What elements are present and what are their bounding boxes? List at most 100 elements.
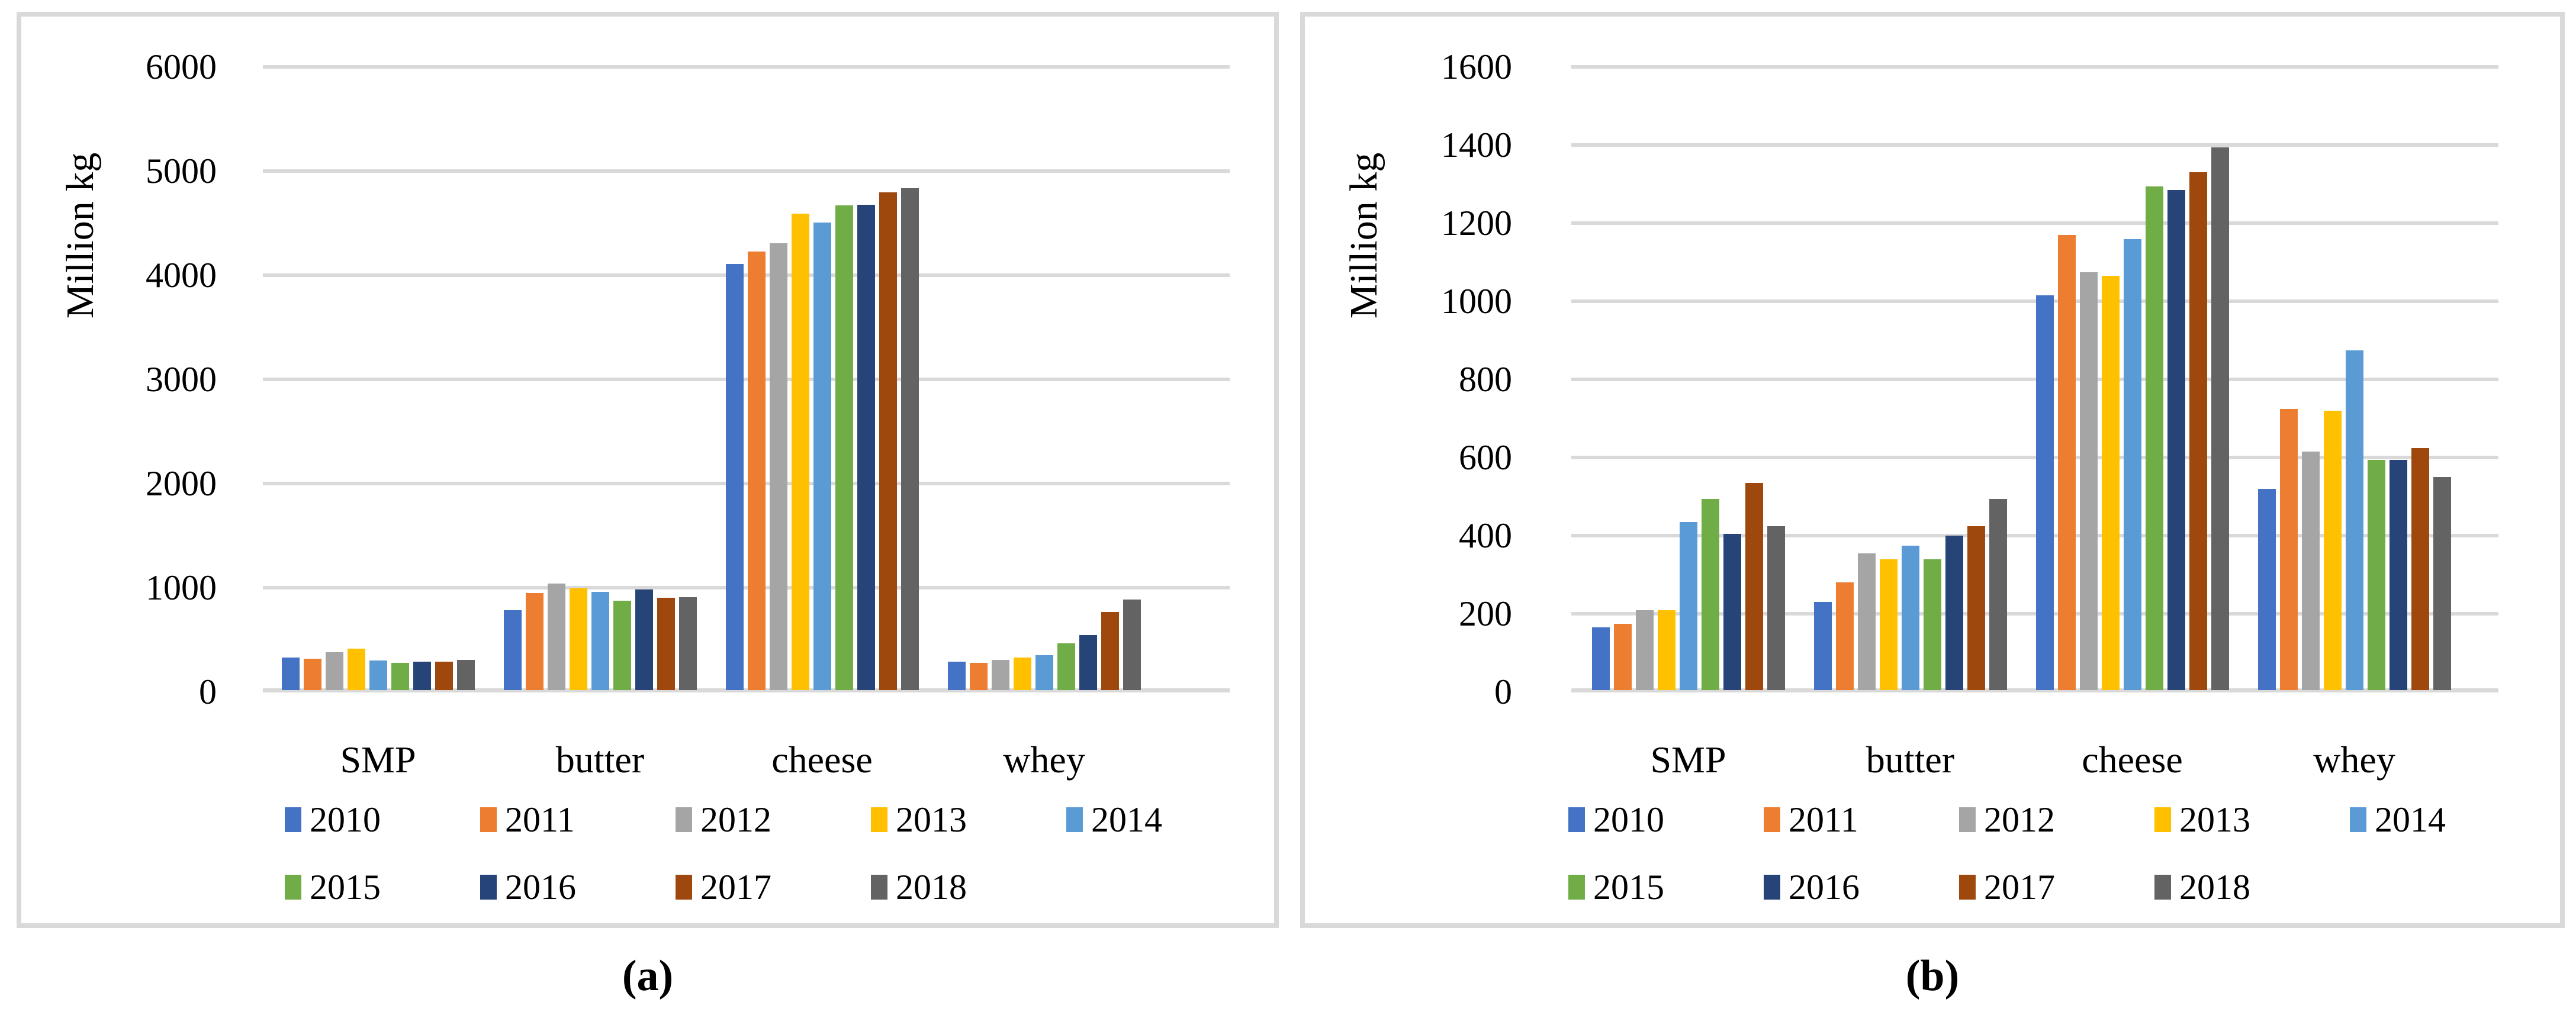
legend-item-2016: 2016 [480, 866, 576, 908]
chart-panel-b: Million kg 1600 1400 1200 1000 800 600 400 200 0… [1300, 12, 2565, 928]
legend-swatch-2017 [676, 875, 692, 900]
caption-b: (b) [1905, 952, 1960, 1000]
legend-label-2010: 2010 [1593, 800, 1664, 839]
legend-swatch-2011 [480, 807, 497, 832]
bar-group-cheese [711, 188, 933, 690]
gridline [1571, 143, 2498, 147]
y-tick-0: 0 [199, 672, 217, 711]
bar-cheese-2012 [2079, 272, 2098, 690]
x-axis-label-SMP: SMP [1650, 739, 1726, 781]
gridline [1571, 534, 2498, 537]
bar-group-butter [1799, 499, 2021, 690]
bar-cheese-2010 [725, 264, 744, 690]
y-tick-1400: 1400 [1441, 125, 1512, 165]
bar-cheese-2016 [2167, 190, 2185, 690]
bar-whey-2016 [2389, 460, 2407, 690]
gridline [1571, 65, 2498, 69]
bar-SMP-2013 [1657, 610, 1675, 690]
bar-SMP-2010 [1591, 627, 1610, 690]
x-axis-label-butter: butter [1866, 739, 1955, 781]
bar-butter-2016 [635, 589, 653, 690]
bar-butter-2012 [1857, 553, 1876, 690]
bar-whey-2016 [1079, 635, 1097, 690]
bar-cheese-2011 [747, 252, 766, 690]
x-axis-label-SMP: SMP [340, 739, 416, 781]
bar-butter-2012 [547, 584, 565, 690]
bar-group-SMP [267, 649, 489, 690]
legend-item-2017: 2017 [1959, 866, 2055, 908]
x-axis-label-cheese: cheese [771, 739, 873, 781]
legend-item-2013: 2013 [2154, 799, 2250, 840]
legend-item-2012: 2012 [1959, 799, 2055, 840]
bar-cheese-2013 [2101, 276, 2120, 690]
legend-swatch-2013 [871, 807, 887, 832]
x-axis-label-whey: whey [1003, 739, 1085, 781]
bar-whey-2010 [947, 662, 966, 690]
y-tick-800: 800 [1459, 360, 1512, 399]
bar-whey-2011 [969, 663, 988, 690]
bar-whey-2015 [2367, 460, 2385, 690]
y-tick-600: 600 [1459, 438, 1512, 477]
bar-whey-2014 [2345, 350, 2363, 690]
legend-item-2018: 2018 [2154, 866, 2250, 908]
legend-label-2017: 2017 [1984, 868, 2055, 907]
legend-swatch-2011 [1764, 807, 1780, 832]
gridline [263, 378, 1230, 381]
y-tick-1200: 1200 [1441, 204, 1512, 243]
bar-groups [267, 67, 1155, 692]
legend-swatch-2016 [1764, 875, 1780, 900]
legend-item-2016: 2016 [1764, 866, 1860, 908]
legend-swatch-2014 [2350, 807, 2366, 832]
bar-group-SMP [1577, 483, 1799, 690]
bar-cheese-2016 [857, 205, 875, 690]
bar-butter-2013 [1879, 559, 1898, 690]
legend-swatch-2010 [285, 807, 301, 832]
plot-area [1571, 65, 2498, 692]
y-tick-1600: 1600 [1441, 47, 1512, 86]
y-tick-4000: 4000 [146, 256, 217, 295]
bar-whey-2012 [2301, 452, 2320, 690]
legend-label-2012: 2012 [1984, 800, 2055, 839]
bar-SMP-2014 [369, 660, 387, 690]
legend-label-2011: 2011 [1789, 800, 1858, 839]
bar-cheese-2015 [2145, 186, 2163, 690]
bar-SMP-2012 [1635, 610, 1654, 690]
legend-item-2015: 2015 [285, 866, 381, 908]
bar-cheese-2018 [2211, 147, 2229, 690]
legend-item-2013: 2013 [871, 799, 967, 840]
x-axis-line [1571, 688, 2498, 692]
bar-whey-2014 [1035, 655, 1053, 690]
bar-SMP-2015 [391, 663, 409, 690]
bar-butter-2011 [525, 593, 543, 690]
bar-whey-2015 [1057, 643, 1075, 690]
bar-butter-2011 [1835, 582, 1854, 690]
bar-SMP-2014 [1679, 522, 1697, 690]
legend-swatch-2013 [2154, 807, 2171, 832]
bar-butter-2017 [1967, 526, 1985, 690]
legend-label-2018: 2018 [896, 868, 967, 907]
gridline [1571, 456, 2498, 459]
legend-label-2015: 2015 [310, 868, 381, 907]
bar-butter-2010 [1813, 602, 1832, 690]
bar-SMP-2011 [1613, 624, 1632, 690]
legend-swatch-2012 [1959, 807, 1976, 832]
y-tick-6000: 6000 [146, 47, 217, 86]
bar-butter-2010 [503, 610, 522, 690]
bar-whey-2010 [2257, 489, 2276, 690]
bar-SMP-2016 [1723, 534, 1741, 690]
bar-group-whey [2243, 350, 2465, 690]
legend: 2010 2011 2012 2013 2014 2015 2016 2017 2018 [1568, 799, 2557, 911]
x-axis-label-whey: whey [2313, 739, 2395, 781]
bar-butter-2015 [1923, 559, 1941, 690]
bar-whey-2018 [2433, 477, 2451, 690]
legend-label-2012: 2012 [700, 800, 771, 839]
bar-SMP-2017 [435, 662, 453, 690]
bar-cheese-2012 [769, 243, 787, 690]
y-axis-ticks: 6000 5000 4000 3000 2000 1000 0 [21, 47, 217, 711]
legend-label-2013: 2013 [2179, 800, 2250, 839]
gridline [263, 586, 1230, 589]
bar-butter-2018 [678, 597, 697, 690]
gridline [263, 273, 1230, 277]
bar-butter-2016 [1945, 536, 1963, 690]
bar-SMP-2011 [303, 659, 321, 690]
